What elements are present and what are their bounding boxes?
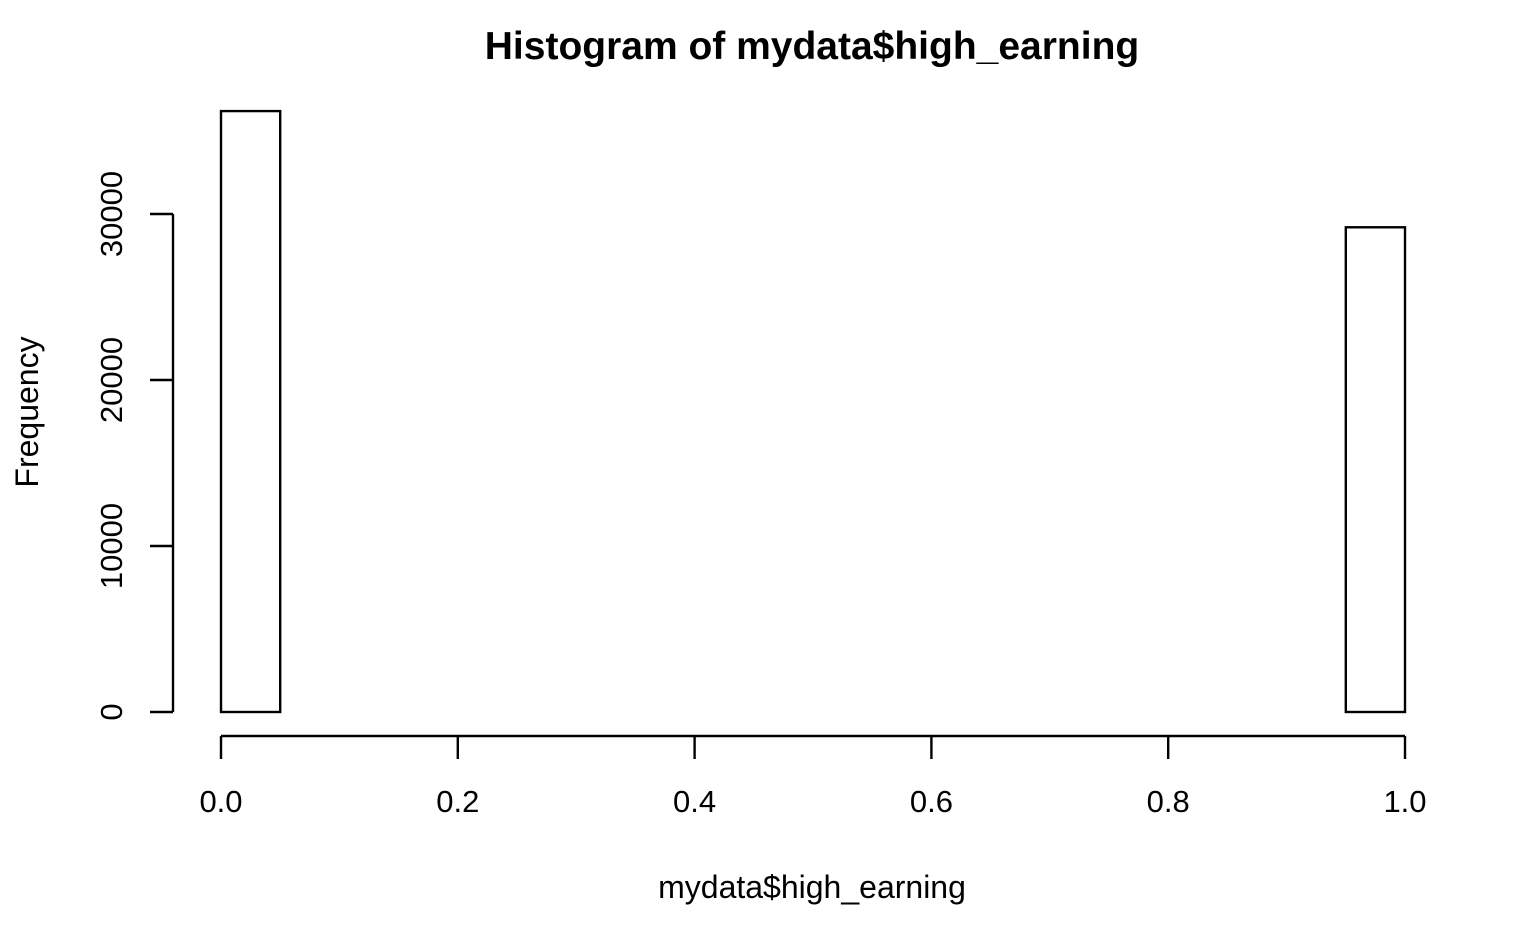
y-tick-label-2: 20000 — [94, 337, 129, 423]
x-tick-label-4: 0.8 — [1147, 784, 1190, 819]
y-axis-label: Frequency — [9, 336, 45, 487]
x-axis-label: mydata$high_earning — [658, 869, 966, 905]
y-tick-label-0: 0 — [94, 703, 129, 720]
bars-group — [219, 109, 1407, 714]
histogram-bar-0 — [219, 109, 282, 714]
x-tick-label-3: 0.6 — [910, 784, 953, 819]
x-tick-label-1: 0.2 — [436, 784, 479, 819]
histogram-bar-19 — [1344, 226, 1407, 714]
y-tick-label-3: 30000 — [94, 171, 129, 257]
y-tick-label-1: 10000 — [94, 503, 129, 589]
x-tick-label-5: 1.0 — [1383, 784, 1426, 819]
x-tick-label-2: 0.4 — [673, 784, 716, 819]
x-axis: 0.0 0.2 0.4 0.6 0.8 1.0 — [199, 734, 1427, 819]
chart-title: Histogram of mydata$high_earning — [485, 25, 1139, 68]
y-axis: 0 10000 20000 30000 — [94, 171, 175, 721]
x-tick-label-0: 0.0 — [199, 784, 242, 819]
